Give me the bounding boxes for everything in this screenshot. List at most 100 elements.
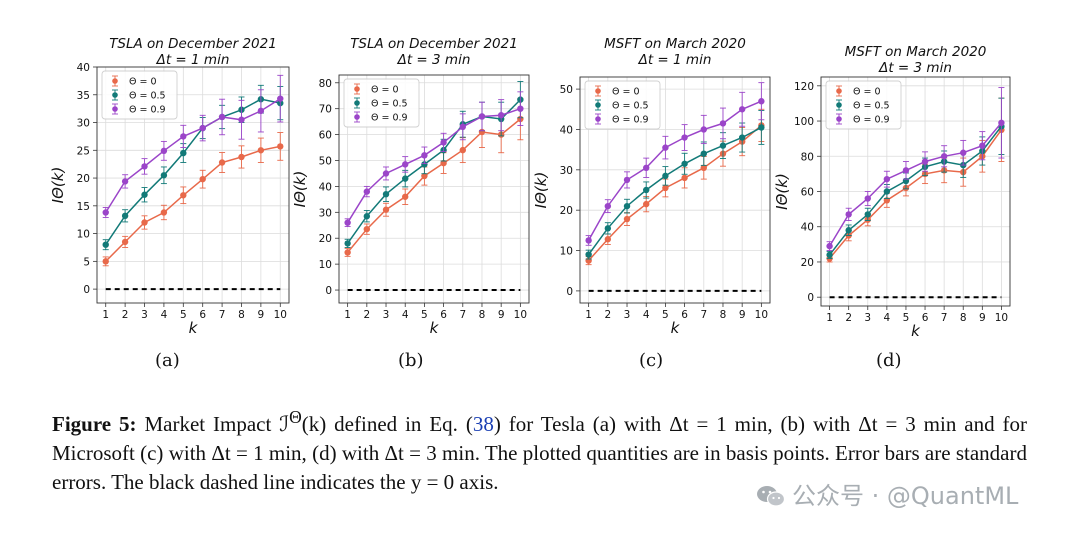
y-tick-label: 40: [77, 62, 90, 74]
legend-label: Θ = 0.5: [612, 101, 649, 112]
watermark: 公众号 · @QuantML: [756, 476, 1018, 511]
data-point: [363, 188, 371, 195]
data-point: [344, 219, 351, 226]
x-axis-label: k: [671, 319, 681, 337]
x-tick-label: 1: [826, 312, 833, 324]
y-tick-label: 15: [77, 201, 90, 213]
figure-caption: Figure 5: Market Impact ℐΘ(k) defined in…: [52, 403, 1027, 497]
y-tick-label: 60: [801, 187, 814, 199]
series-1: [102, 132, 284, 267]
legend-label: Θ = 0: [371, 85, 399, 96]
data-point: [623, 176, 631, 184]
data-point: [382, 170, 390, 177]
data-point: [199, 175, 206, 183]
data-point: [363, 213, 371, 220]
legend-marker: [112, 92, 118, 98]
data-point: [421, 152, 428, 159]
x-tick-label: 4: [161, 309, 168, 321]
watermark-text: 公众号 · @QuantML: [792, 482, 1019, 510]
legend-marker: [836, 88, 842, 94]
x-tick-label: 8: [960, 312, 967, 324]
data-point: [643, 200, 650, 208]
data-point: [681, 174, 688, 182]
caption-text-3: ) for Tesla (a) with Δt = 1 min, (b) wit…: [52, 412, 1027, 494]
plot-frame: [96, 66, 290, 304]
legend-marker: [836, 116, 842, 122]
data-point: [102, 258, 109, 265]
y-tick-label: 20: [77, 173, 90, 185]
data-point: [121, 212, 129, 220]
data-point: [421, 161, 428, 168]
y-tick-label: 30: [319, 207, 332, 219]
legend-marker: [354, 86, 360, 92]
equation-reference-link[interactable]: 38: [472, 412, 494, 436]
x-tick-label: 1: [344, 309, 351, 321]
data-point: [902, 167, 910, 174]
data-point: [363, 225, 371, 233]
caption-text-1: Market Impact ℐ: [136, 412, 290, 436]
y-tick-label: 35: [77, 90, 90, 102]
y-tick-label: 10: [319, 259, 332, 271]
legend-label: Θ = 0: [853, 87, 881, 98]
x-tick-label: 6: [440, 309, 447, 321]
series-line: [587, 100, 762, 241]
chart-title: TSLA on December 2021: [109, 36, 277, 52]
data-point: [826, 242, 833, 250]
x-tick-label: 5: [662, 309, 669, 321]
data-point: [459, 146, 466, 154]
data-point: [738, 106, 746, 113]
x-tick-label: 4: [884, 312, 891, 324]
series-2: [344, 81, 524, 249]
x-tick-label: 2: [363, 309, 370, 321]
x-axis-label: k: [189, 319, 199, 337]
legend-label: Θ = 0.5: [853, 101, 890, 112]
x-tick-label: 3: [864, 312, 871, 324]
data-point: [440, 159, 447, 167]
series-3: [102, 74, 284, 218]
legend-marker: [354, 100, 360, 106]
y-tick-label: 40: [801, 222, 814, 234]
y-tick-label: 10: [560, 246, 573, 258]
data-point: [700, 164, 707, 172]
data-point: [719, 120, 727, 127]
data-point: [440, 139, 447, 146]
data-point: [681, 134, 688, 141]
legend-label: Θ = 0.5: [371, 99, 408, 110]
series-line: [588, 124, 762, 262]
legend-marker: [595, 102, 601, 108]
y-axis-label: IΘ(k): [532, 172, 550, 209]
y-tick-label: 0: [807, 292, 814, 304]
y-axis-label: IΘ(k): [773, 173, 791, 210]
y-tick-label: 20: [319, 233, 332, 245]
legend-label: Θ = 0.9: [129, 105, 166, 116]
x-tick-label: 3: [141, 309, 148, 321]
series-3: [344, 91, 524, 228]
data-point: [141, 191, 148, 198]
data-point: [681, 160, 688, 167]
data-point: [141, 163, 148, 170]
data-point: [845, 227, 852, 234]
plot-frame: [579, 76, 771, 304]
x-tick-label: 10: [514, 309, 527, 321]
subfigure-label-a: (a): [155, 350, 180, 371]
data-point: [979, 142, 986, 149]
data-point: [604, 225, 612, 232]
y-tick-label: 0: [566, 286, 573, 298]
x-tick-label: 8: [238, 309, 245, 321]
legend-marker: [112, 106, 118, 112]
y-tick-label: 30: [560, 165, 573, 177]
data-point: [643, 186, 650, 194]
data-point: [141, 219, 148, 226]
x-tick-label: 1: [585, 309, 592, 321]
legend-label: Θ = 0.9: [612, 115, 649, 126]
data-point: [623, 215, 631, 223]
series-3: [585, 82, 765, 246]
series-line: [105, 98, 281, 213]
caption-label: Figure 5:: [52, 412, 137, 436]
data-point: [585, 237, 592, 244]
x-tick-label: 9: [498, 309, 505, 321]
wechat-logo-icon: [757, 486, 786, 507]
data-point: [459, 123, 466, 131]
